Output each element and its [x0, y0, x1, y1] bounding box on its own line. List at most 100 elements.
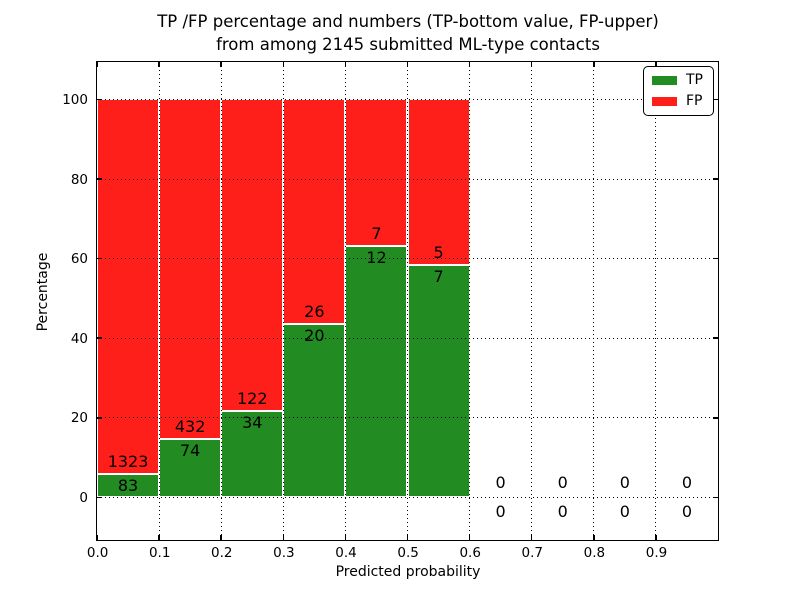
x-tick-mark [220, 62, 222, 67]
x-tick-mark [593, 62, 595, 67]
bar-segment-fp [345, 99, 408, 247]
x-tick-mark [344, 62, 347, 67]
y-tick-mark [97, 257, 102, 260]
v-gridline [469, 62, 471, 540]
v-gridline [158, 62, 160, 540]
bar-label-tp: 20 [304, 326, 325, 346]
bar-segment-tp [221, 410, 284, 498]
x-tick-mark [96, 62, 98, 67]
bar-labels-layer: 1323 83 432 74 122 34 26 20 7 12 5 7 0 0 0 0 0 0 0 0 [97, 62, 718, 540]
x-tick-label: 0.9 [645, 545, 668, 561]
bar-label-fp: 5 [433, 243, 444, 263]
x-tick-label: 0.8 [583, 545, 606, 561]
grid-layer [97, 62, 718, 540]
legend-label-fp: FP [686, 93, 703, 109]
bar-label-tp: 0 [619, 502, 630, 522]
bar-segment-fp [407, 99, 470, 266]
y-tick-mark [713, 257, 718, 260]
x-tick-mark [655, 535, 657, 540]
bar-label-tp: 0 [681, 502, 693, 522]
chart-title-line2: from among 2145 submitted ML-type contac… [216, 35, 600, 54]
x-tick-mark [468, 535, 471, 540]
y-tick-mark [713, 178, 718, 180]
bar-label-tp: 12 [366, 248, 387, 268]
legend-entry-fp: FP [652, 94, 703, 109]
ticks-layer [96, 62, 718, 540]
bar-label-fp: 1323 [107, 451, 149, 471]
x-tick-mark [96, 535, 98, 540]
x-tick-mark [344, 535, 347, 540]
bar-label-fp: 0 [495, 473, 506, 493]
bar-label-fp: 0 [557, 473, 568, 493]
bar-label-tp: 7 [433, 267, 444, 287]
bar-segment-tp [283, 324, 346, 498]
x-tick-mark [655, 62, 657, 67]
v-gridline [593, 62, 595, 540]
x-tick-label: 0.5 [397, 545, 419, 561]
y-tick-label: 80 [70, 171, 88, 188]
y-tick-mark [97, 496, 102, 499]
x-axis-label: Predicted probability [335, 564, 481, 580]
y-tick-mark [713, 98, 718, 101]
x-tick-mark [220, 535, 222, 540]
y-tick-mark [97, 417, 102, 419]
v-gridline [220, 62, 222, 540]
y-tick-mark [713, 496, 718, 499]
chart-title-line1: TP /FP percentage and numbers (TP-bottom… [157, 12, 659, 31]
x-tick-mark [530, 62, 533, 67]
bar-label-fp: 122 [236, 388, 268, 408]
x-tick-label: 0.0 [86, 545, 109, 561]
y-tick-mark [97, 98, 102, 101]
legend: TP FP [643, 66, 714, 116]
v-gridline [407, 62, 408, 540]
x-tick-mark [593, 535, 595, 540]
bar-segment-fp [283, 99, 346, 325]
plot-area: 1323 83 432 74 122 34 26 20 7 12 5 7 0 0 0 0 0 0 0 0 TP FP [96, 61, 719, 541]
x-tick-label: 0.3 [273, 545, 295, 561]
x-tick-label: 0.7 [521, 545, 544, 561]
bar-label-fp: 26 [304, 302, 325, 322]
chart-title: TP /FP percentage and numbers (TP-bottom… [96, 10, 720, 56]
x-tick-mark [282, 62, 285, 67]
x-tick-label: 0.1 [148, 545, 171, 561]
y-tick-label: 100 [62, 92, 88, 108]
x-tick-label: 0.6 [459, 545, 481, 561]
bar-segment-tp [159, 439, 222, 498]
y-tick-mark [713, 417, 718, 419]
tp-legend-swatch [652, 76, 677, 85]
x-tick-mark [282, 535, 285, 540]
x-tick-mark [468, 62, 471, 67]
x-tick-mark [406, 62, 409, 67]
v-gridline [531, 62, 533, 540]
y-tick-label: 20 [70, 410, 88, 427]
bars-layer [97, 62, 718, 540]
y-tick-mark [97, 337, 102, 339]
v-gridline [282, 62, 284, 540]
x-tick-label: 0.2 [211, 545, 233, 561]
x-tick-mark [158, 535, 160, 540]
y-tick-label: 0 [79, 490, 88, 506]
bar-segment-tp [407, 265, 470, 498]
x-tick-mark [406, 535, 409, 540]
bar-label-tp: 0 [495, 502, 506, 522]
bar-label-tp: 74 [179, 441, 201, 461]
legend-label-tp: TP [686, 72, 703, 88]
v-gridline [344, 62, 346, 540]
y-tick-mark [97, 178, 102, 180]
bar-label-tp: 83 [117, 475, 139, 495]
bar-label-fp: 7 [371, 224, 382, 244]
legend-entry-tp: TP [652, 73, 703, 88]
bar-segment-tp [345, 246, 408, 498]
fp-legend-swatch [652, 97, 677, 106]
bar-segment-fp [159, 99, 222, 440]
bar-label-tp: 0 [557, 502, 568, 522]
bar-label-fp: 432 [174, 417, 206, 437]
y-tick-label: 40 [70, 330, 88, 347]
x-tick-mark [530, 535, 533, 540]
bar-segment-tp [97, 473, 160, 498]
v-gridline [655, 62, 657, 540]
bar-label-tp: 34 [242, 412, 263, 432]
bar-segment-fp [221, 99, 284, 411]
bar-label-fp: 0 [619, 473, 630, 493]
